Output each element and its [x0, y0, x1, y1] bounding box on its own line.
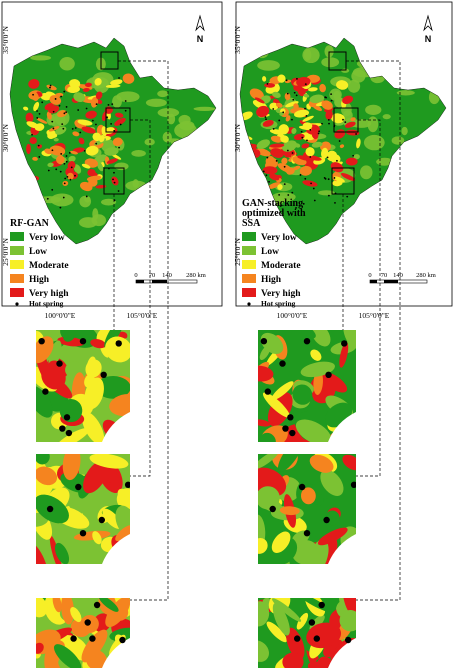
lon-label-105-left: 105°0'0"E — [127, 311, 158, 320]
legend-hot-spring-dot — [247, 302, 251, 306]
north-label: N — [425, 34, 432, 44]
inset-3-left — [36, 598, 130, 668]
legend-label-low: Low — [261, 247, 279, 257]
inset-2-right — [258, 454, 356, 564]
left-map-panel: 35°0'0"N 30°0'0"N 25°0'0"N N RF-GAN Very… — [1, 1, 223, 308]
lat-label-25-right: 25°0'0"N — [233, 238, 242, 266]
inset-2-left — [36, 454, 130, 564]
lat-label-35-left: 35°0'0"N — [1, 26, 10, 54]
legend-label-hot-spring: Hot spring — [29, 299, 64, 308]
north-arrow-icon: N — [423, 14, 433, 44]
legend-swatch-very-low — [242, 232, 256, 241]
leader-lines — [113, 60, 401, 601]
lat-label-25-left: 25°0'0"N — [1, 238, 10, 266]
left-scale-bar: 0 70 140 280 km — [134, 272, 206, 284]
legend-swatch-very-low — [10, 232, 24, 241]
inset-3-right — [258, 598, 356, 668]
legend-label-high: High — [261, 275, 282, 285]
scale-tick-140: 140 — [393, 272, 403, 279]
scale-tick-280: 280 km — [186, 272, 206, 279]
legend-hot-spring-dot — [15, 302, 19, 306]
legend-label-high: High — [29, 275, 50, 285]
lat-label-30-right: 30°0'0"N — [233, 124, 242, 152]
legend-title-line-2: optimized with — [242, 208, 306, 219]
legend-label-low: Low — [29, 247, 47, 257]
leader-top-right — [346, 60, 401, 601]
leader-mid-right — [356, 119, 381, 477]
scale-tick-140: 140 — [162, 272, 172, 279]
legend-label-very-high: Very high — [29, 289, 69, 299]
right-legend: GAN-stacking optimized with SSA Very low… — [242, 198, 306, 308]
left-legend: RF-GAN Very low Low Moderate High Very h… — [10, 218, 69, 308]
leader-top-left — [118, 60, 169, 601]
lat-label-35-right: 35°0'0"N — [233, 26, 242, 54]
zoom-box-top-left — [100, 51, 119, 70]
inset-1-right — [258, 330, 356, 442]
legend-label-moderate: Moderate — [29, 261, 69, 271]
leader-mid-left — [128, 119, 151, 477]
scale-tick-0: 0 — [134, 272, 137, 279]
scale-tick-70: 70 — [149, 272, 156, 279]
right-map-panel: 35°0'0"N 30°0'0"N 25°0'0"N N GAN-stackin… — [233, 1, 453, 308]
legend-label-moderate: Moderate — [261, 261, 301, 271]
legend-swatch-high — [242, 274, 256, 283]
legend-swatch-moderate — [10, 260, 24, 269]
scale-tick-70: 70 — [381, 272, 388, 279]
zoom-insets — [36, 330, 356, 668]
legend-swatch-very-high — [242, 288, 256, 297]
inset-1-left — [36, 330, 130, 442]
legend-swatch-moderate — [242, 260, 256, 269]
legend-label-very-low: Very low — [261, 233, 297, 243]
legend-label-hot-spring: Hot spring — [261, 299, 296, 308]
legend-swatch-low — [10, 246, 24, 255]
legend-label-very-high: Very high — [261, 289, 301, 299]
legend-label-very-low: Very low — [29, 233, 65, 243]
right-scale-bar: 0 70 140 280 km — [368, 272, 436, 284]
legend-title-line-3: SSA — [242, 218, 261, 229]
north-label: N — [197, 34, 204, 44]
lon-label-100-left: 100°0'0"E — [45, 311, 76, 320]
north-arrow-icon: N — [195, 14, 205, 44]
legend-swatch-high — [10, 274, 24, 283]
legend-title: RF-GAN — [10, 218, 50, 229]
scale-tick-280: 280 km — [416, 272, 436, 279]
scale-tick-0: 0 — [368, 272, 371, 279]
lat-label-30-left: 30°0'0"N — [1, 124, 10, 152]
legend-swatch-very-high — [10, 288, 24, 297]
lon-label-100-right: 100°0'0"E — [277, 311, 308, 320]
legend-swatch-low — [242, 246, 256, 255]
lon-label-105-right: 105°0'0"E — [359, 311, 390, 320]
legend-title-line-1: GAN-stacking — [242, 198, 303, 209]
